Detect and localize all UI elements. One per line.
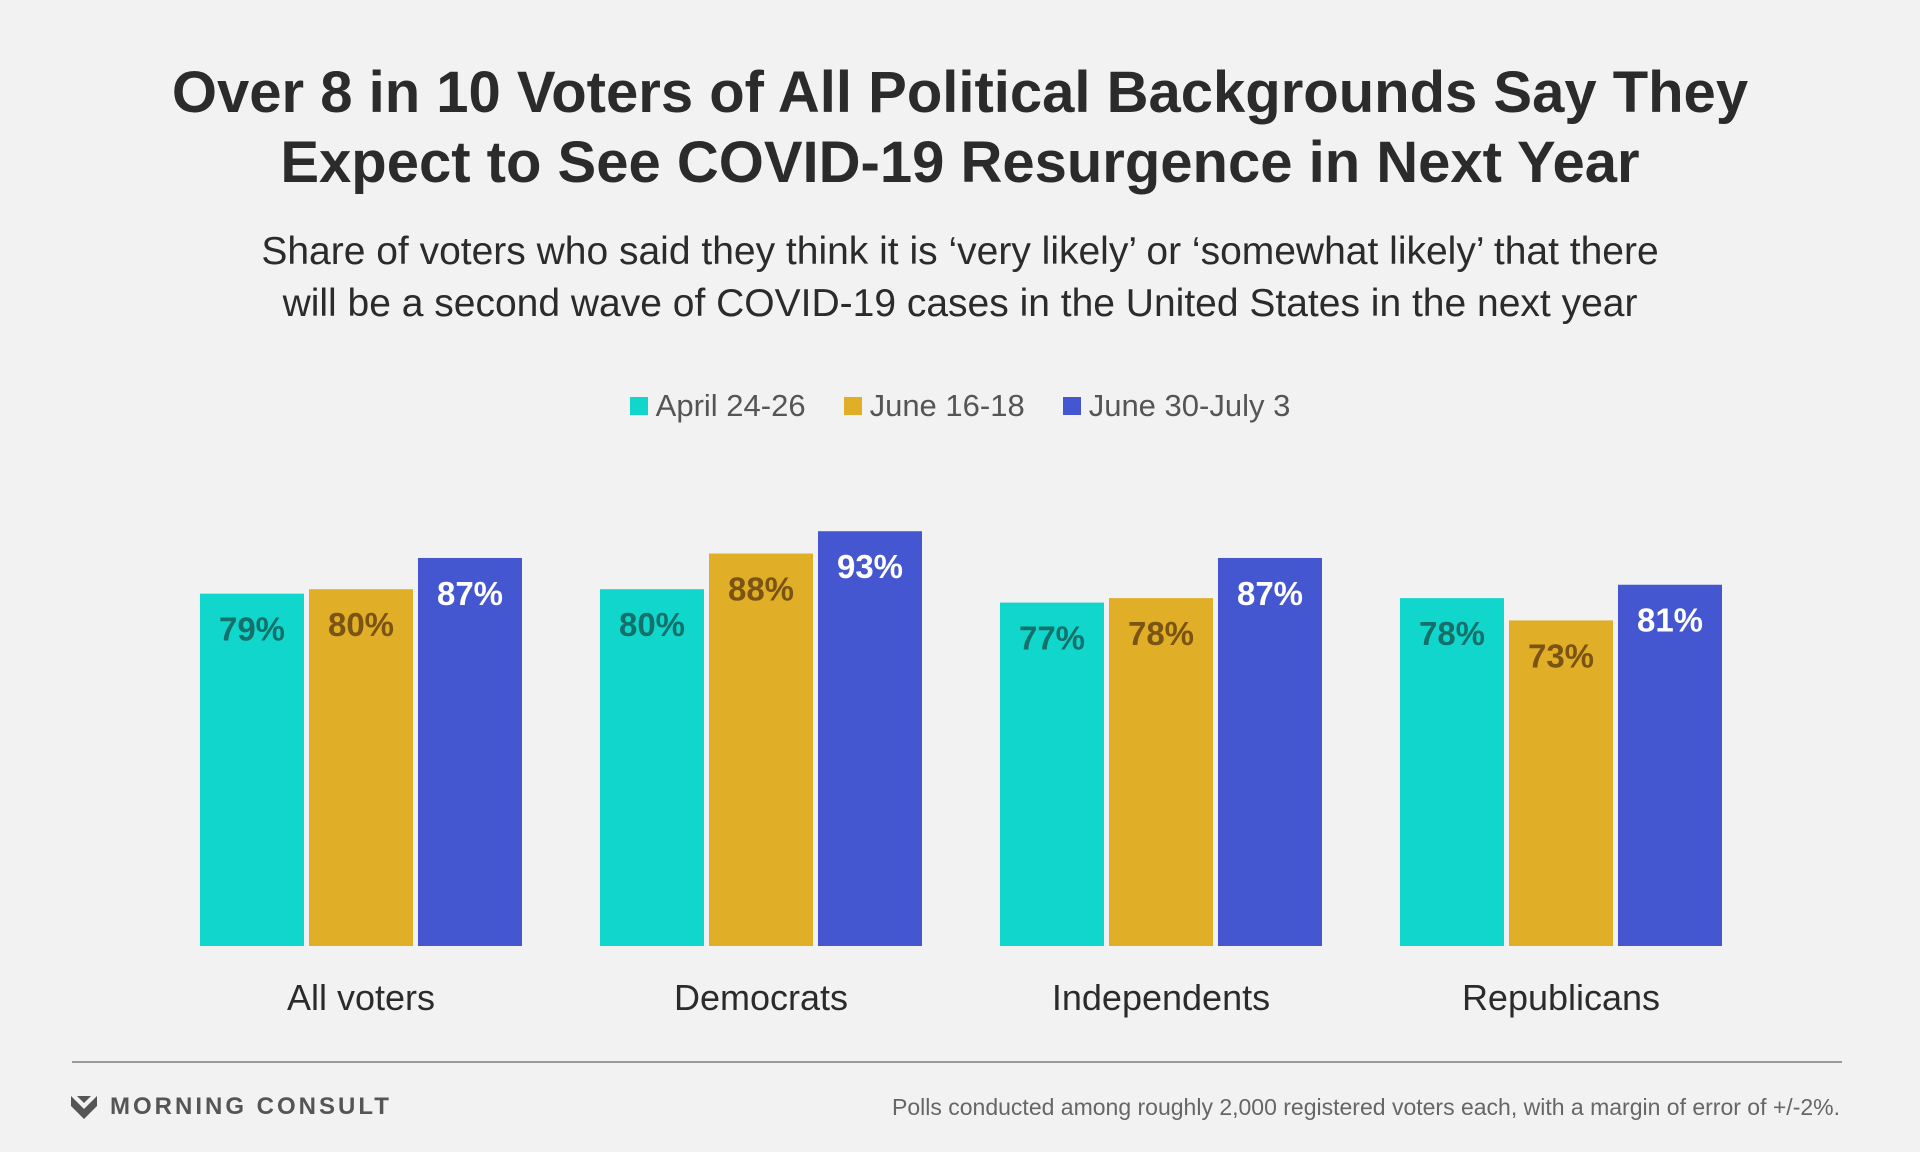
data-label-1-2: 93%	[837, 548, 903, 585]
chart-title-line-1: Over 8 in 10 Voters of All Political Bac…	[171, 60, 1749, 125]
morning-consult-logo: MORNING CONSULT	[70, 1093, 392, 1121]
bar-2-1	[1109, 598, 1213, 946]
bar-0-1	[309, 589, 413, 946]
data-label-3-0: 78%	[1419, 615, 1485, 652]
legend-label-1: June 16-18	[869, 388, 1025, 423]
data-label-1-1: 88%	[728, 571, 794, 608]
bar-1-0	[600, 589, 704, 946]
legend-label-2: June 30-July 3	[1088, 388, 1291, 423]
legend-swatch-2	[1062, 397, 1081, 415]
bar-1-1	[709, 553, 813, 946]
category-label-2: Independents	[1052, 977, 1270, 1018]
chart-title-line-2: Expect to See COVID-19 Resurgence in Nex…	[280, 130, 1640, 195]
category-label-3: Republicans	[1462, 977, 1660, 1018]
bar-0-0	[200, 593, 304, 946]
chart-legend: April 24-26 June 16-18 June 30-July 3	[0, 388, 1920, 424]
bar-2-0	[1000, 602, 1104, 946]
data-label-3-1: 73%	[1528, 637, 1594, 674]
chart-title: Over 8 in 10 Voters of All Political Bac…	[80, 58, 1840, 198]
data-label-0-0: 79%	[219, 611, 285, 648]
data-label-2-2: 87%	[1237, 575, 1303, 612]
data-label-3-2: 81%	[1637, 602, 1703, 639]
chart-subtitle-line-2: will be a second wave of COVID-19 cases …	[282, 282, 1638, 325]
chart-subtitle: Share of voters who said they think it i…	[120, 226, 1800, 330]
legend-item-1: June 16-18	[843, 388, 1025, 424]
data-label-0-1: 80%	[328, 606, 394, 643]
legend-swatch-1	[843, 397, 862, 415]
legend-label-0: April 24-26	[655, 388, 806, 423]
bar-chart: 79% 80% 87% All voters 80% 88% 93% Democrats 77%…	[200, 531, 1722, 1018]
bar-3-2	[1618, 584, 1722, 946]
bar-0-2	[418, 557, 522, 946]
bar-3-0	[1400, 598, 1504, 946]
footer-note: Polls conducted among roughly 2,000 regi…	[892, 1094, 1840, 1120]
bar-3-1	[1509, 620, 1613, 946]
data-label-2-0: 77%	[1019, 620, 1085, 657]
legend-item-0: April 24-26	[629, 388, 806, 424]
footer-divider	[72, 1061, 1842, 1063]
legend-swatch-0	[629, 397, 648, 415]
data-label-0-2: 87%	[437, 575, 503, 612]
bar-2-2	[1218, 557, 1322, 946]
chart-subtitle-line-1: Share of voters who said they think it i…	[261, 230, 1659, 273]
bar-1-2	[818, 531, 922, 946]
category-label-1: Democrats	[674, 977, 848, 1018]
legend-item-2: June 30-July 3	[1062, 388, 1291, 424]
brand-name: MORNING CONSULT	[110, 1093, 392, 1120]
morning-consult-logo-icon	[71, 1096, 97, 1119]
category-label-0: All voters	[287, 977, 435, 1018]
data-label-2-1: 78%	[1128, 615, 1194, 652]
data-label-1-0: 80%	[619, 606, 685, 643]
